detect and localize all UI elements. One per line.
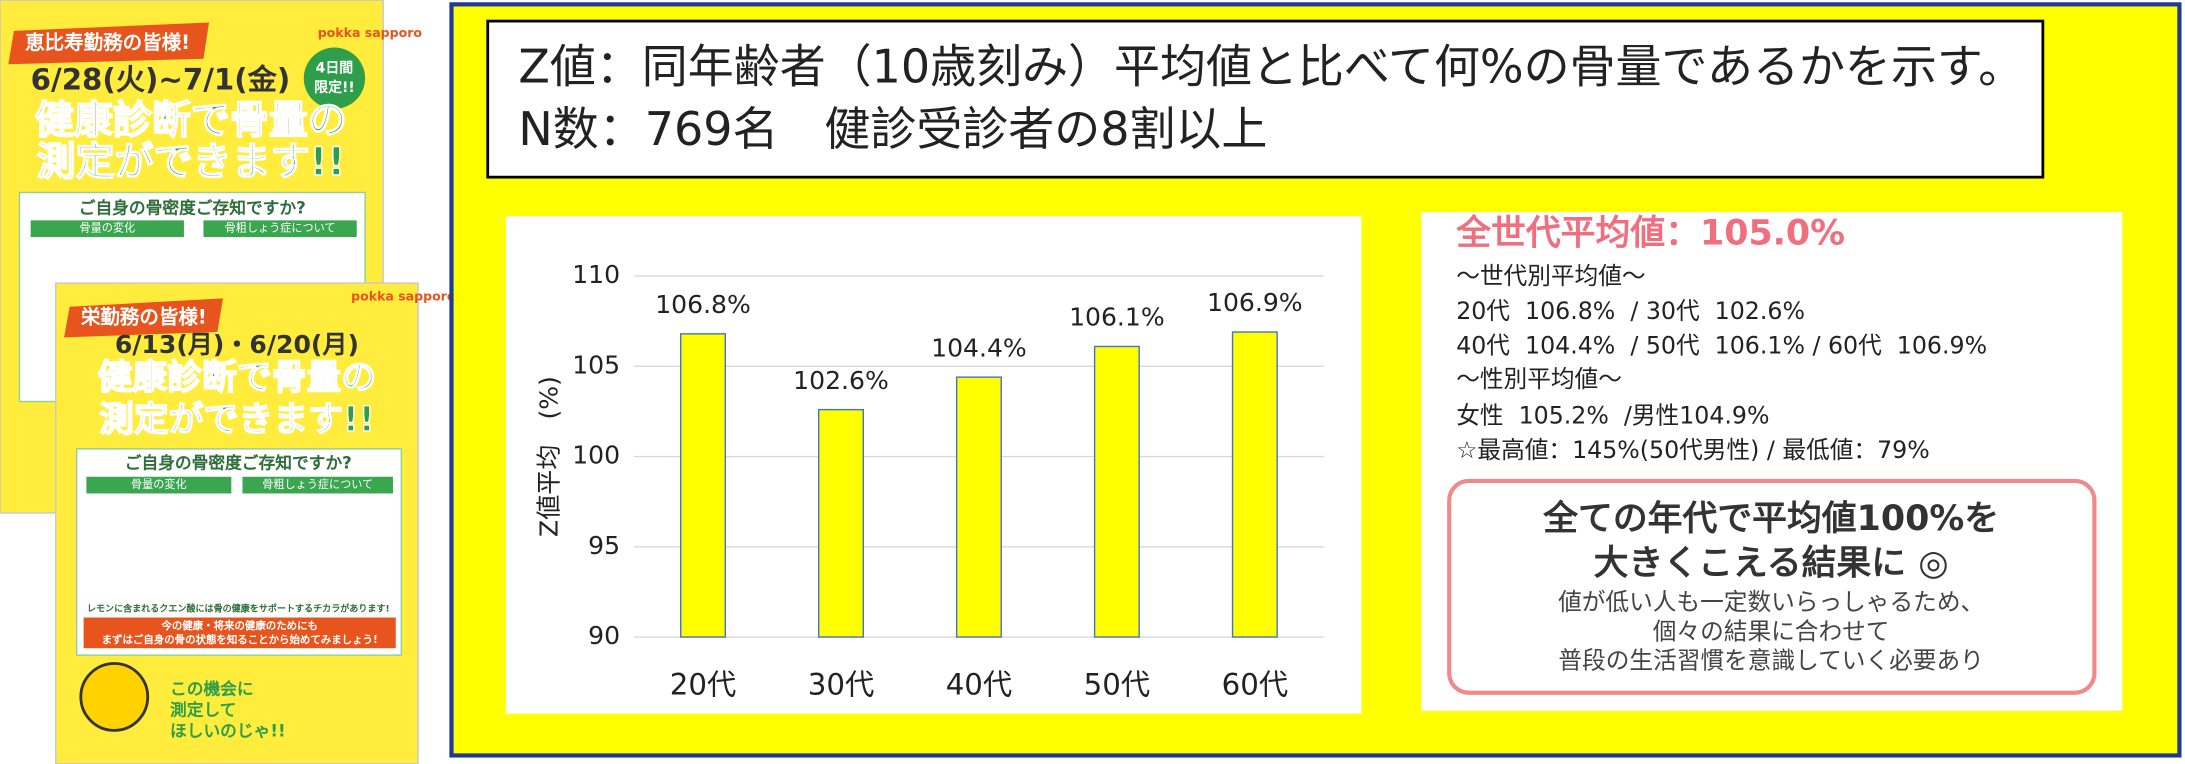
poster-tab-text: 骨粗しょう症について [225,221,336,235]
poster-tab-text: 骨粗しょう症について [262,477,373,491]
poster-note: まずはご自身の骨の状態を知ることから始めてみましょう! [102,633,378,646]
poster-section: ご自身の骨密度ご存知ですか? [79,198,306,218]
poster-tab-text: 骨量の変化 [131,477,187,491]
conclusion-headline: 全ての年代で平均値100%を [1542,498,1999,539]
poster-dates: 6/28(火)~7/1(金) [31,63,291,97]
poster-mascot-text: ほしいのじゃ!! [170,720,286,740]
summary-line: 女性 105.2% /男性104.9% [1456,401,1769,429]
poster-banner [83,617,396,649]
bar [680,333,727,638]
poster-strip [8,22,210,65]
poster-dates: 6/13(月)・6/20(月) [115,330,359,359]
y-tick-label: 100 [572,441,620,470]
poster-headline: 測定ができます!! [37,140,346,185]
y-tick-label: 90 [588,621,620,650]
poster-badge-text: 限定!! [314,79,355,96]
summary-line: ☆最高値：145%(50代男性) / 最低値：79% [1456,436,1930,464]
poster-tab [30,220,184,238]
bar [1231,331,1278,638]
x-tick-label: 20代 [670,667,736,701]
summary-line: 40代 104.4% / 50代 106.1% / 60代 106.9% [1456,332,1987,360]
poster-header: 恵比寿勤務の皆様! [25,31,190,54]
data-label: 104.4% [931,333,1027,362]
poster: 栄勤務の皆様! pokka sapporo 6/13(月)・6/20(月) 健康… [55,282,456,764]
bar [955,376,1002,638]
x-tick-label: 30代 [808,667,874,701]
header-line: N数：769名 健診受診者の8割以上 [518,102,1267,156]
poster-headline: 健康診断で骨量の [98,357,377,398]
poster-mascot-text: この機会に [170,678,254,698]
poster-section: ご自身の骨密度ご存知ですか? [125,453,352,473]
poster-badge-text: 4日間 [316,60,354,76]
poster-tab [203,220,357,238]
header-box [486,19,2045,179]
data-label: 106.8% [655,290,751,319]
x-tick-label: 50代 [1084,667,1150,701]
poster-tab-text: 骨量の変化 [79,221,135,235]
summary-line: ～性別平均値～ [1456,365,1622,393]
bar [817,408,864,638]
summary-line: 20代 106.8% / 30代 102.6% [1456,297,1805,325]
poster-headline: 測定ができます!! [99,400,375,440]
summary-title: 全世代平均値：105.0% [1455,212,1845,253]
poster-brand: pokka sapporo [318,25,423,40]
poster-headline: 健康診断で骨量の [35,98,347,143]
data-label: 102.6% [793,366,889,395]
data-label: 106.9% [1207,288,1303,317]
poster-tab [242,476,393,494]
x-tick-label: 40代 [946,667,1012,701]
poster-header: 栄勤務の皆様! [80,305,207,328]
chart: 90 95 100 105 110 Z値平均 (%) 20代 106.8% 30代 102.6% 4… [534,260,1324,701]
summary-line: ～世代別平均値～ [1456,262,1645,290]
poster-brand: pokka sapporo [351,288,456,303]
conclusion-text: 個々の結果に合わせて [1653,617,1890,645]
data-label: 106.1% [1069,303,1165,332]
chart-panel [505,216,1362,714]
conclusion-headline: 大きくこえる結果に ◎ [1594,544,1949,584]
bar [1093,345,1140,638]
poster-note: 今の健康・将来の健康のためにも [160,619,318,632]
conclusion-text: 普段の生活習慣を意識していく必要あり [1558,647,1983,675]
y-tick-label: 105 [572,350,620,379]
mascot [79,662,150,732]
y-tick-label: 110 [572,260,620,289]
poster-tab [86,476,232,494]
poster-badge [303,47,366,109]
y-tick-label: 95 [588,531,620,560]
poster-strip [64,298,223,338]
y-axis-label: Z値平均 (%) [534,376,563,537]
header-line: Z値：同年齢者（10歳刻み）平均値と比べて何%の骨量であるかを示す。 [518,39,2024,93]
poster-mascot-text: 測定して [170,699,236,719]
conclusion-text: 値が低い人も一定数いらっしゃるため、 [1558,588,1984,616]
poster-note: レモンに含まれるクエン酸には骨の健康をサポートするチカラがあります! [87,603,390,615]
conclusion-box [1447,478,2097,695]
x-tick-label: 60代 [1222,667,1288,701]
